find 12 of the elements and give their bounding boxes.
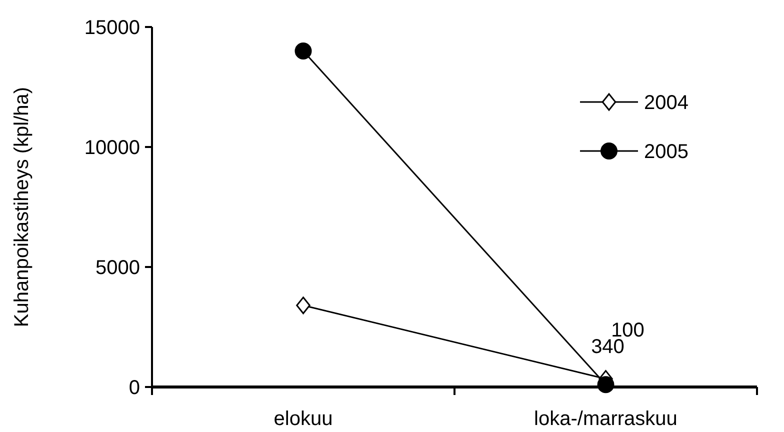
point [294, 42, 312, 60]
point [296, 296, 310, 314]
y-axis-title: Kuhanpoikastiheys (kpl/ha) [11, 86, 33, 328]
x-tick-label: elokuu [274, 408, 333, 430]
y-tick-label: 10000 [84, 137, 140, 159]
point [597, 376, 614, 394]
legend-label: 2005 [644, 141, 688, 163]
y-tick-label: 5000 [96, 257, 140, 279]
legend-label: 2004 [644, 92, 688, 114]
y-tick-label: 15000 [84, 17, 140, 39]
x-tick-label: loka-/marraskuu [534, 408, 678, 430]
y-tick-label: 0 [128, 377, 140, 399]
